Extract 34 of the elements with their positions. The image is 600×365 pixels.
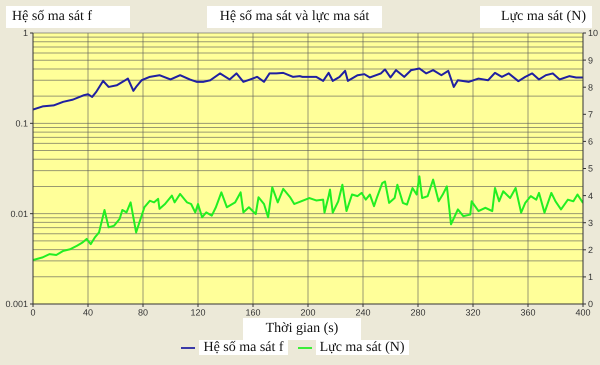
- y2-tick-label: 0: [588, 299, 594, 310]
- x-tick-label: 120: [190, 307, 206, 318]
- line-series: [33, 67, 583, 111]
- y-tick-label: 0.1: [15, 118, 28, 129]
- y2-tick-label: 3: [588, 218, 594, 228]
- chart-title: Hệ số ma sát và lực ma sát: [207, 6, 382, 28]
- y2-tick-label: 10: [588, 28, 598, 38]
- legend-label: Hệ số ma sát f: [199, 340, 288, 355]
- x-tick-label: 400: [575, 307, 591, 318]
- x-tick-label: 360: [520, 307, 536, 318]
- y-axis-title: Hệ số ma sát f: [6, 6, 130, 28]
- line-series: [33, 175, 583, 262]
- y2-tick-label: 5: [588, 164, 594, 174]
- x-tick-label: 280: [410, 307, 426, 318]
- x-tick-label: 0: [30, 307, 36, 318]
- y-tick-label: 1: [22, 28, 28, 38]
- y2-axis-title: Lực ma sát (N): [480, 6, 592, 28]
- y-tick-label: 0.01: [10, 208, 28, 219]
- y2-tick-label: 8: [588, 82, 594, 92]
- y2-tick-label: 1: [588, 272, 594, 282]
- y2-tick-label: 4: [588, 190, 594, 201]
- x-tick-label: 200: [300, 307, 316, 318]
- y-tick-label: 0.001: [5, 299, 28, 310]
- x-tick-label: 240: [355, 307, 371, 318]
- x-tick-label: 160: [245, 307, 261, 318]
- y2-tick-label: 2: [588, 244, 594, 255]
- legend-label: Lực ma sát (N): [316, 340, 409, 355]
- y2-tick-label: 6: [588, 136, 594, 147]
- x-axis-title: Thời gian (s): [243, 318, 361, 340]
- x-tick-label: 40: [82, 307, 94, 318]
- y2-tick-label: 9: [588, 55, 594, 66]
- x-tick-label: 80: [138, 307, 148, 318]
- y2-tick-label: 7: [588, 109, 594, 120]
- x-tick-label: 320: [465, 307, 481, 318]
